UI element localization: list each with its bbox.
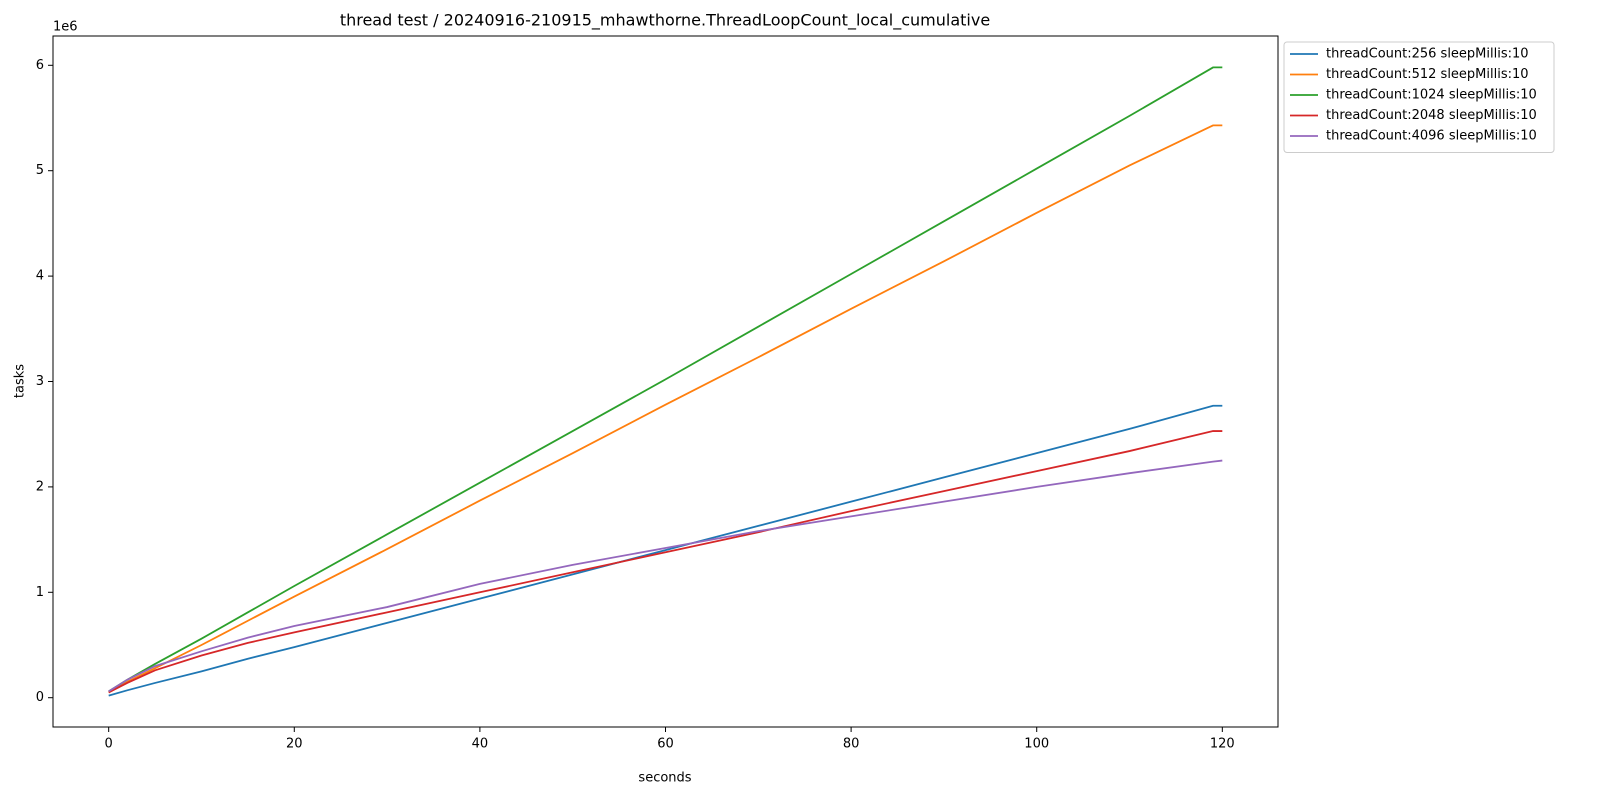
series-line <box>108 430 1223 694</box>
legend-label: threadCount:512 sleepMillis:10 <box>1326 67 1529 82</box>
y-tick-label: 4 <box>36 269 44 284</box>
y-tick-label: 1 <box>36 585 44 600</box>
legend-label: threadCount:2048 sleepMillis:10 <box>1326 108 1537 123</box>
y-offset-label: 1e6 <box>53 20 78 35</box>
series-line <box>108 404 1223 697</box>
legend-label: threadCount:4096 sleepMillis:10 <box>1326 129 1537 144</box>
y-axis-label: tasks <box>13 364 28 398</box>
legend-label: threadCount:1024 sleepMillis:10 <box>1326 88 1537 103</box>
plot-frame <box>52 35 1279 728</box>
x-tick-label: 100 <box>1024 737 1049 752</box>
chart-title: thread test / 20240916-210915_mhawthorne… <box>340 11 990 31</box>
series-line <box>108 459 1223 693</box>
y-tick-label: 3 <box>36 374 44 389</box>
series-line <box>108 66 1223 693</box>
y-tick-label: 0 <box>36 690 44 705</box>
y-tick-label: 6 <box>36 58 44 73</box>
x-tick-label: 20 <box>286 737 303 752</box>
legend-box <box>1283 41 1555 153</box>
x-axis-label: seconds <box>638 771 691 786</box>
x-tick-label: 40 <box>472 737 489 752</box>
series-line <box>108 124 1223 694</box>
x-tick-label: 0 <box>105 737 113 752</box>
y-tick-label: 2 <box>36 479 44 494</box>
x-tick-label: 80 <box>843 737 860 752</box>
legend-label: threadCount:256 sleepMillis:10 <box>1326 47 1529 62</box>
y-tick-label: 5 <box>36 163 44 178</box>
x-tick-label: 60 <box>657 737 674 752</box>
x-tick-label: 120 <box>1210 737 1235 752</box>
